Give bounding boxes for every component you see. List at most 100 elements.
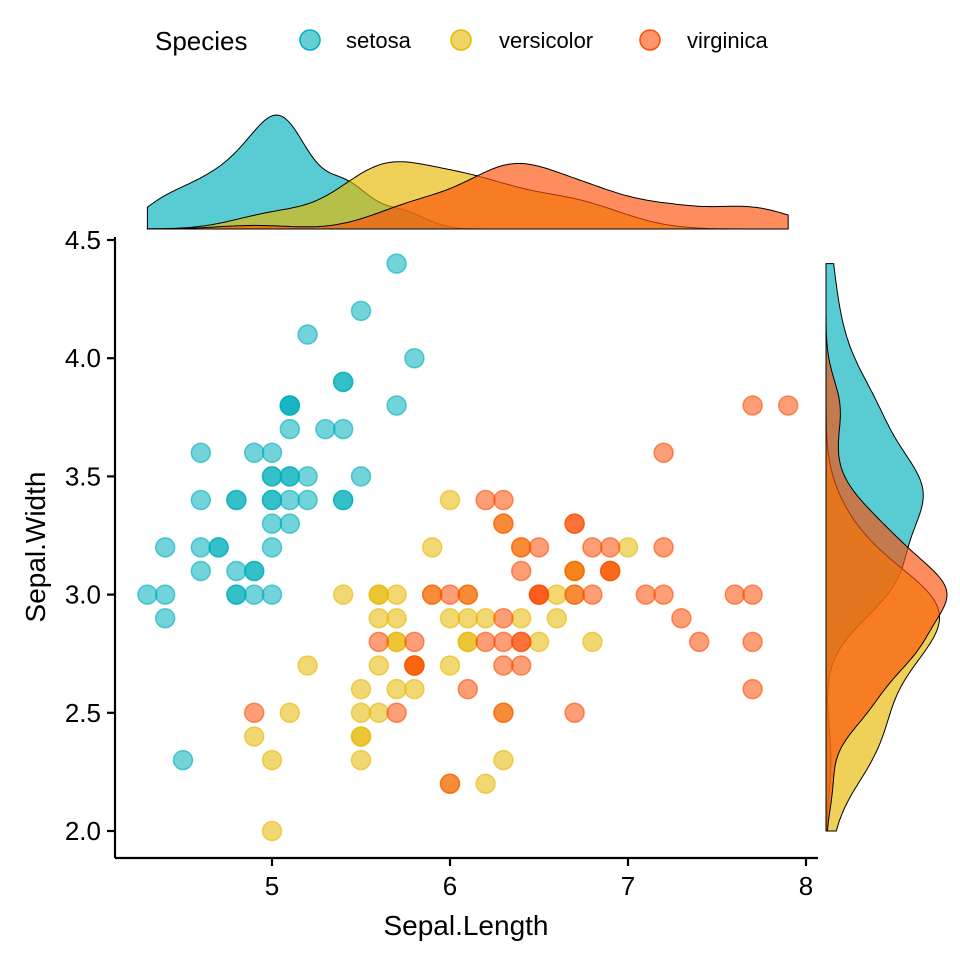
y-tick-label: 4.0 — [65, 343, 101, 373]
points-layer — [137, 253, 799, 842]
point-versicolor — [297, 655, 318, 676]
point-versicolor — [510, 607, 532, 629]
y-tick-label: 3.0 — [65, 580, 101, 610]
point-versicolor — [386, 631, 407, 653]
legend: Species setosa versicolor virginica — [155, 26, 768, 56]
point-virginica — [510, 537, 532, 558]
point-virginica — [635, 584, 657, 605]
point-setosa — [261, 584, 283, 605]
density-top-virginica — [146, 162, 789, 230]
point-versicolor — [439, 607, 461, 629]
point-versicolor — [404, 678, 425, 700]
point-versicolor — [350, 678, 372, 700]
point-setosa — [297, 489, 318, 511]
point-versicolor — [546, 584, 568, 605]
point-versicolor — [368, 702, 390, 724]
point-virginica — [510, 631, 532, 653]
point-versicolor — [261, 749, 283, 771]
point-setosa — [243, 560, 265, 582]
legend-marker-versicolor — [450, 29, 472, 51]
point-virginica — [404, 631, 425, 653]
x-tick-label: 6 — [443, 871, 457, 901]
point-virginica — [671, 607, 692, 629]
point-virginica — [688, 631, 710, 653]
right-marginal-density — [825, 263, 948, 832]
point-versicolor — [582, 631, 603, 653]
point-versicolor — [386, 678, 407, 700]
point-setosa — [190, 560, 212, 582]
point-setosa — [190, 442, 212, 464]
point-setosa — [226, 584, 247, 605]
point-setosa — [279, 489, 301, 511]
point-setosa — [243, 442, 265, 464]
y-tick-label: 3.5 — [65, 461, 101, 491]
point-versicolor — [350, 749, 372, 771]
point-virginica — [653, 537, 674, 558]
point-setosa — [226, 489, 247, 511]
point-versicolor — [421, 537, 443, 558]
point-versicolor — [332, 584, 354, 605]
point-versicolor — [261, 820, 283, 842]
x-tick-label: 7 — [621, 871, 635, 901]
x-axis-ticks: 5 6 7 8 — [265, 858, 813, 901]
legend-label-versicolor: versicolor — [499, 28, 593, 53]
legend-label-setosa: setosa — [346, 28, 412, 53]
point-versicolor — [368, 655, 390, 676]
legend-marker-setosa — [299, 29, 321, 51]
point-setosa — [190, 489, 212, 511]
point-virginica — [564, 560, 585, 582]
point-virginica — [439, 584, 461, 605]
point-virginica — [243, 702, 265, 724]
y-tick-label: 4.5 — [65, 225, 101, 255]
point-setosa — [261, 513, 283, 534]
point-versicolor — [350, 726, 372, 747]
x-axis-label: Sepal.Length — [383, 910, 548, 941]
point-setosa — [332, 371, 354, 393]
point-virginica — [493, 631, 514, 653]
point-virginica — [475, 489, 496, 511]
y-tick-label: 2.0 — [65, 816, 101, 846]
y-axis-label: Sepal.Width — [20, 472, 51, 623]
point-virginica — [582, 584, 603, 605]
point-virginica — [493, 607, 514, 629]
point-versicolor — [475, 607, 496, 629]
point-virginica — [510, 655, 532, 676]
legend-label-virginica: virginica — [687, 28, 768, 53]
point-setosa — [154, 584, 176, 605]
point-setosa — [404, 347, 425, 369]
point-virginica — [493, 702, 514, 724]
legend-title: Species — [155, 26, 248, 56]
point-virginica — [493, 655, 514, 676]
point-versicolor — [475, 773, 496, 794]
point-setosa — [261, 466, 283, 487]
point-setosa — [137, 584, 158, 605]
point-versicolor — [439, 655, 461, 676]
point-virginica — [457, 584, 479, 605]
point-versicolor — [493, 749, 514, 771]
point-setosa — [279, 466, 301, 487]
point-versicolor — [279, 702, 301, 724]
y-tick-label: 2.5 — [65, 698, 101, 728]
point-virginica — [742, 584, 763, 605]
point-setosa — [279, 395, 301, 416]
point-setosa — [261, 442, 283, 464]
point-setosa — [315, 418, 336, 440]
point-setosa — [226, 560, 247, 582]
point-virginica — [564, 702, 585, 724]
point-virginica — [742, 678, 763, 700]
point-virginica — [510, 560, 532, 582]
point-setosa — [261, 537, 283, 558]
point-setosa — [350, 466, 372, 487]
point-setosa — [350, 300, 372, 322]
point-virginica — [386, 702, 407, 724]
point-versicolor — [386, 584, 407, 605]
point-versicolor — [617, 537, 639, 558]
point-virginica — [528, 537, 550, 558]
point-versicolor — [368, 584, 390, 605]
point-versicolor — [243, 726, 265, 747]
point-versicolor — [528, 631, 550, 653]
top-marginal-density — [146, 114, 789, 230]
point-virginica — [742, 631, 763, 653]
point-versicolor — [457, 607, 479, 629]
